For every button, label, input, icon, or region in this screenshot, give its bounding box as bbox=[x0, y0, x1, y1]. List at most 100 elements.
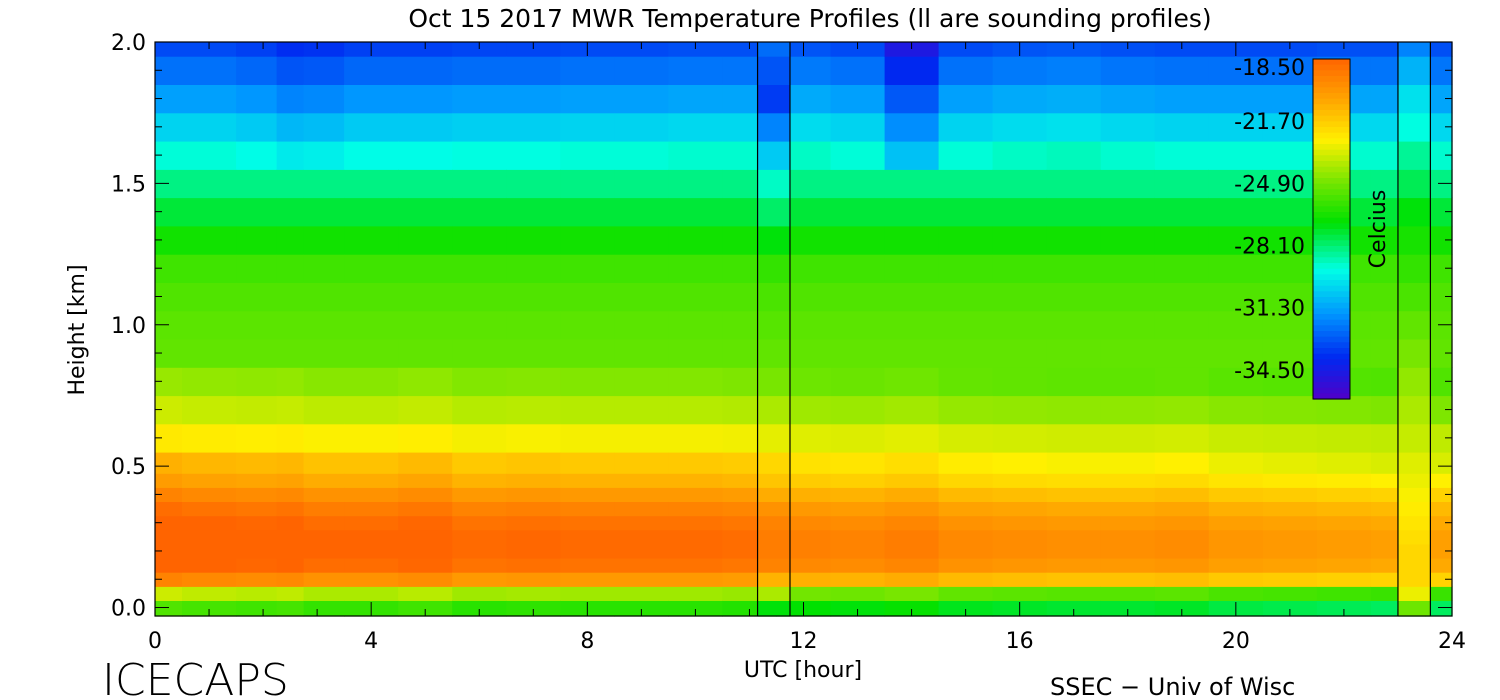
sounding-cell bbox=[757, 56, 790, 85]
colorbar-swatch bbox=[1313, 359, 1350, 366]
heatmap-cell bbox=[560, 254, 615, 283]
heatmap-cell bbox=[182, 501, 237, 517]
heatmap-cell bbox=[992, 423, 1048, 453]
heatmap-cell bbox=[560, 586, 615, 601]
heatmap-cell bbox=[668, 338, 723, 368]
heatmap-cell bbox=[1262, 338, 1318, 368]
heatmap-cell bbox=[1262, 586, 1318, 601]
heatmap-cell bbox=[830, 473, 886, 488]
heatmap-cell bbox=[1100, 197, 1156, 227]
heatmap-cell bbox=[830, 84, 886, 114]
heatmap-cell bbox=[830, 310, 886, 340]
heatmap-cell bbox=[560, 197, 615, 227]
heatmap-cell bbox=[1100, 282, 1156, 312]
heatmap-cell bbox=[1100, 558, 1156, 573]
colorbar-swatch bbox=[1313, 132, 1350, 139]
heatmap-cell bbox=[344, 452, 399, 474]
heatmap-cell bbox=[303, 197, 345, 227]
heatmap-cell bbox=[1154, 423, 1210, 453]
heatmap-cell bbox=[668, 501, 723, 517]
heatmap-cell bbox=[303, 600, 345, 617]
sounding-cell bbox=[757, 395, 790, 425]
heatmap-cell bbox=[452, 254, 507, 283]
heatmap-cell bbox=[1046, 141, 1102, 170]
heatmap-cell bbox=[276, 558, 305, 573]
heatmap-cell bbox=[155, 529, 183, 545]
heatmap-cell bbox=[276, 310, 305, 340]
colorbar-swatch bbox=[1313, 206, 1350, 213]
heatmap-cell bbox=[344, 169, 399, 199]
colorbar-swatch bbox=[1313, 189, 1350, 196]
colorbar-swatch bbox=[1313, 285, 1350, 292]
sounding-cell bbox=[1398, 169, 1431, 199]
heatmap-cell bbox=[452, 338, 507, 368]
colorbar-swatch bbox=[1313, 195, 1350, 202]
heatmap-cell bbox=[344, 254, 399, 283]
heatmap-cell bbox=[276, 501, 305, 517]
colorbar-swatch bbox=[1313, 308, 1350, 315]
heatmap-cell bbox=[1046, 543, 1102, 559]
heatmap-cell bbox=[276, 338, 305, 368]
colorbar-swatch bbox=[1313, 178, 1350, 185]
heatmap-cell bbox=[1046, 600, 1102, 617]
heatmap-cell bbox=[182, 572, 237, 587]
sounding-cell bbox=[1398, 395, 1431, 425]
heatmap-cell bbox=[155, 586, 183, 601]
sounding-cell bbox=[757, 515, 790, 531]
heatmap-cell bbox=[344, 395, 399, 425]
colorbar-swatch bbox=[1313, 217, 1350, 224]
heatmap-cell bbox=[276, 84, 305, 114]
heatmap-cell bbox=[1100, 572, 1156, 587]
colorbar-swatch bbox=[1313, 240, 1350, 247]
colorbar-swatch bbox=[1313, 110, 1350, 117]
heatmap-cell bbox=[614, 282, 669, 312]
heatmap-cell bbox=[1208, 112, 1264, 142]
colorbar-swatch bbox=[1313, 138, 1350, 145]
heatmap-cell bbox=[830, 56, 886, 85]
heatmap-cell bbox=[668, 572, 723, 587]
heatmap-cell bbox=[1154, 515, 1210, 531]
heatmap-cell bbox=[344, 338, 399, 368]
heatmap-cell bbox=[884, 473, 940, 488]
heatmap-cell bbox=[1262, 367, 1318, 397]
heatmap-cell bbox=[938, 197, 994, 227]
sounding-cell bbox=[757, 543, 790, 559]
heatmap-cell bbox=[1208, 367, 1264, 397]
y-tick-label: 0.0 bbox=[111, 597, 146, 622]
heatmap-cell bbox=[1316, 452, 1372, 474]
heatmap-cell bbox=[614, 395, 669, 425]
heatmap-cell bbox=[1208, 572, 1264, 587]
heatmap-cell bbox=[398, 225, 453, 255]
heatmap-cell bbox=[830, 141, 886, 170]
heatmap-cell bbox=[992, 367, 1048, 397]
heatmap-cell bbox=[303, 586, 345, 601]
heatmap-cell bbox=[276, 452, 305, 474]
heatmap-cell bbox=[884, 395, 940, 425]
heatmap-cell bbox=[1046, 487, 1102, 502]
colorbar-swatch bbox=[1313, 257, 1350, 264]
heatmap-cell bbox=[938, 529, 994, 545]
heatmap-cell bbox=[1425, 515, 1453, 531]
heatmap-cell bbox=[182, 558, 237, 573]
heatmap-cell bbox=[560, 395, 615, 425]
y-axis-label: Height [km] bbox=[65, 264, 90, 395]
heatmap-cell bbox=[506, 84, 561, 114]
heatmap-cell bbox=[1262, 452, 1318, 474]
heatmap-cell bbox=[303, 84, 345, 114]
sounding-cell bbox=[1398, 338, 1431, 368]
heatmap-cell bbox=[1208, 254, 1264, 283]
heatmap-cell bbox=[182, 169, 237, 199]
heatmap-cell bbox=[668, 543, 723, 559]
heatmap-cell bbox=[992, 197, 1048, 227]
heatmap-cell bbox=[560, 310, 615, 340]
heatmap-cell bbox=[1262, 501, 1318, 517]
heatmap-cell bbox=[992, 56, 1048, 85]
heatmap-cell bbox=[452, 367, 507, 397]
colorbar-tick-label: -18.50 bbox=[1234, 56, 1305, 81]
sounding-cell bbox=[757, 225, 790, 255]
heatmap-cell bbox=[398, 197, 453, 227]
heatmap-cell bbox=[938, 543, 994, 559]
colorbar-tick-label: -24.90 bbox=[1234, 172, 1305, 197]
heatmap-cell bbox=[884, 572, 940, 587]
heatmap-cell bbox=[398, 487, 453, 502]
